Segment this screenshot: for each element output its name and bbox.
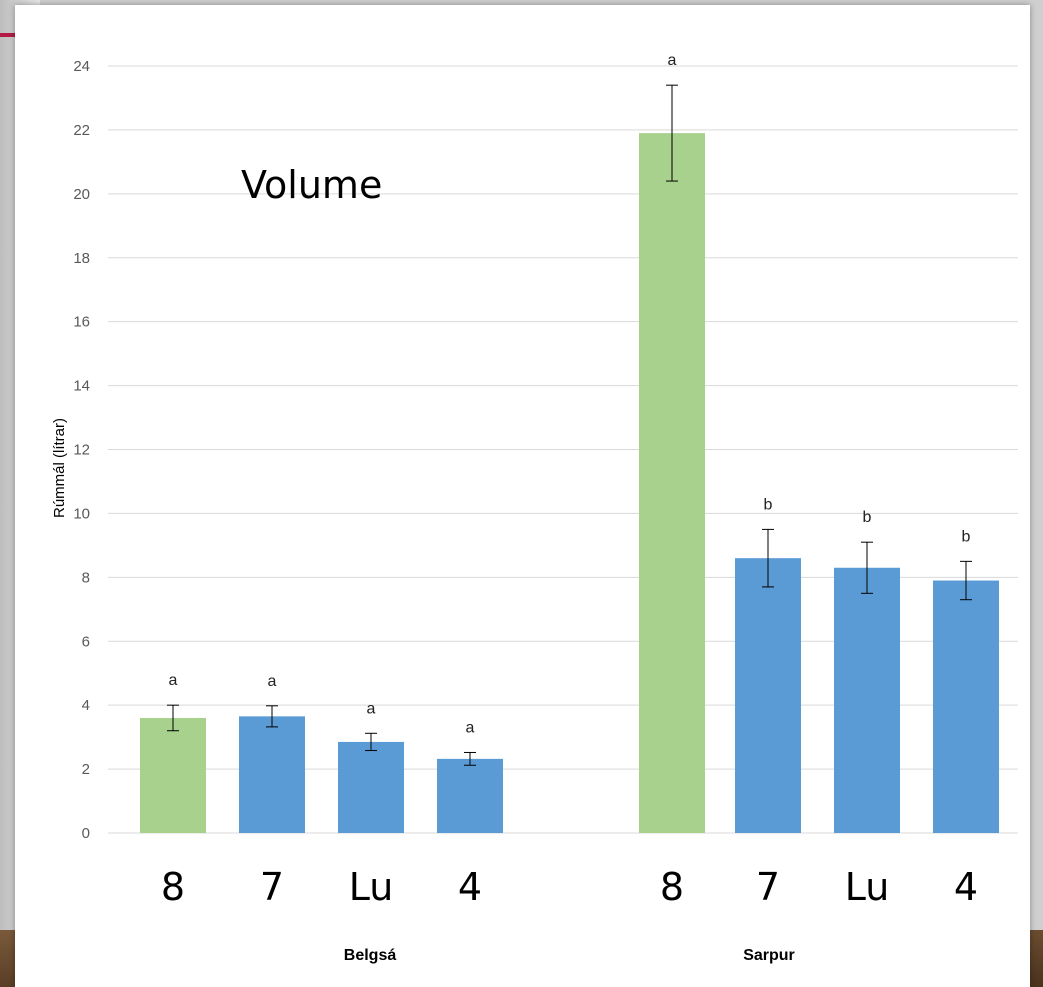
significance-label: a	[268, 673, 277, 690]
significance-label: b	[863, 509, 872, 526]
significance-label: b	[962, 528, 971, 545]
bars	[140, 84, 999, 834]
category-label: 4	[458, 865, 482, 909]
y-tick-label: 4	[82, 697, 90, 714]
significance-label: a	[466, 719, 475, 736]
bar	[933, 580, 999, 833]
y-tick-label: 12	[73, 442, 90, 459]
significance-label: a	[668, 52, 677, 69]
background-wood-right	[1029, 930, 1043, 987]
bar	[437, 758, 503, 833]
y-tick-label: 18	[73, 250, 90, 267]
bar	[639, 133, 705, 834]
significance-label: a	[169, 672, 178, 689]
category-label: 7	[260, 865, 284, 909]
category-label: 8	[660, 865, 684, 909]
significance-label: a	[367, 700, 376, 717]
category-label: 7	[756, 865, 780, 909]
y-tick-label: 6	[82, 633, 90, 650]
y-tick-label: 2	[82, 761, 90, 778]
category-label: Lu	[349, 865, 394, 909]
category-label: 4	[954, 865, 978, 909]
y-tick-label: 14	[73, 378, 90, 395]
group-label: Sarpur	[743, 947, 795, 964]
chart-card: 0 2 4 6 8 10 12 14 16 18 20 22 24 a 8 a 7 a Lu a 4 Belgsá a 8 b…	[15, 5, 1030, 987]
y-tick-label: 8	[82, 569, 90, 586]
bar	[140, 717, 206, 833]
y-tick-label: 10	[73, 505, 90, 522]
category-label: 8	[161, 865, 185, 909]
category-label: Lu	[845, 865, 890, 909]
y-tick-label: 22	[73, 122, 90, 139]
bar-labels: a 8 a 7 a Lu a 4 Belgsá a 8 b 7 b Lu b 4 Sarpur	[161, 52, 978, 964]
bar	[735, 558, 801, 833]
y-tick-label: 20	[73, 186, 90, 203]
bar	[338, 741, 404, 833]
y-axis-label: Rúmmál (lítrar)	[51, 418, 68, 518]
bar	[239, 716, 305, 833]
significance-label: b	[764, 496, 773, 513]
y-tick-label: 24	[73, 58, 90, 75]
bar	[834, 567, 900, 833]
y-tick-label: 16	[73, 314, 90, 331]
y-tick-label: 0	[82, 825, 90, 842]
chart-title: Volume	[241, 163, 382, 207]
group-label: Belgsá	[344, 947, 397, 964]
